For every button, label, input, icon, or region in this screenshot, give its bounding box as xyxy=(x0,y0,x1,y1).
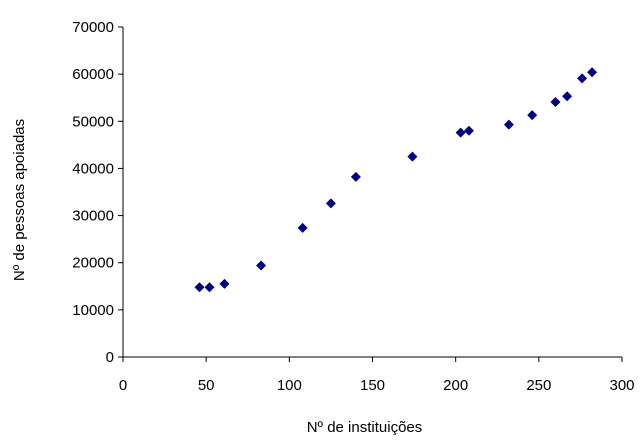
x-tick-label: 250 xyxy=(526,377,551,394)
data-point xyxy=(350,171,361,182)
data-point xyxy=(455,127,466,138)
x-tick-label: 100 xyxy=(277,377,302,394)
y-tick-label: 40000 xyxy=(72,160,114,177)
x-axis-ticks: 0 50 100 150 200 250 300 xyxy=(119,357,635,394)
data-point xyxy=(587,67,598,78)
y-tick-label: 60000 xyxy=(72,66,114,83)
data-point xyxy=(297,222,308,233)
x-tick-label: 300 xyxy=(609,377,634,394)
data-point xyxy=(325,198,336,209)
data-point xyxy=(527,110,538,121)
data-point xyxy=(562,91,573,102)
y-tick-label: 10000 xyxy=(72,302,114,319)
y-tick-label: 30000 xyxy=(72,208,114,225)
x-tick-label: 0 xyxy=(119,377,127,394)
y-axis-title: Nº de pessoas apoiadas xyxy=(11,119,28,281)
x-axis-title: Nº de instituições xyxy=(307,419,423,436)
data-point xyxy=(503,119,514,130)
data-point xyxy=(194,282,205,293)
data-point xyxy=(463,125,474,136)
x-tick-label: 200 xyxy=(443,377,468,394)
x-tick-label: 50 xyxy=(198,377,215,394)
x-tick-label: 150 xyxy=(360,377,385,394)
y-tick-label: 0 xyxy=(106,349,114,366)
y-tick-label: 50000 xyxy=(72,113,114,130)
data-point xyxy=(577,73,588,84)
data-point xyxy=(550,96,561,107)
y-axis-ticks: 0 10000 20000 30000 40000 50000 60000 70000 xyxy=(72,19,123,366)
data-point xyxy=(204,282,215,293)
data-point xyxy=(219,278,230,289)
data-points xyxy=(194,67,598,293)
y-tick-label: 20000 xyxy=(72,255,114,272)
y-tick-label: 70000 xyxy=(72,19,114,36)
data-point xyxy=(256,260,267,271)
data-point xyxy=(407,151,418,162)
